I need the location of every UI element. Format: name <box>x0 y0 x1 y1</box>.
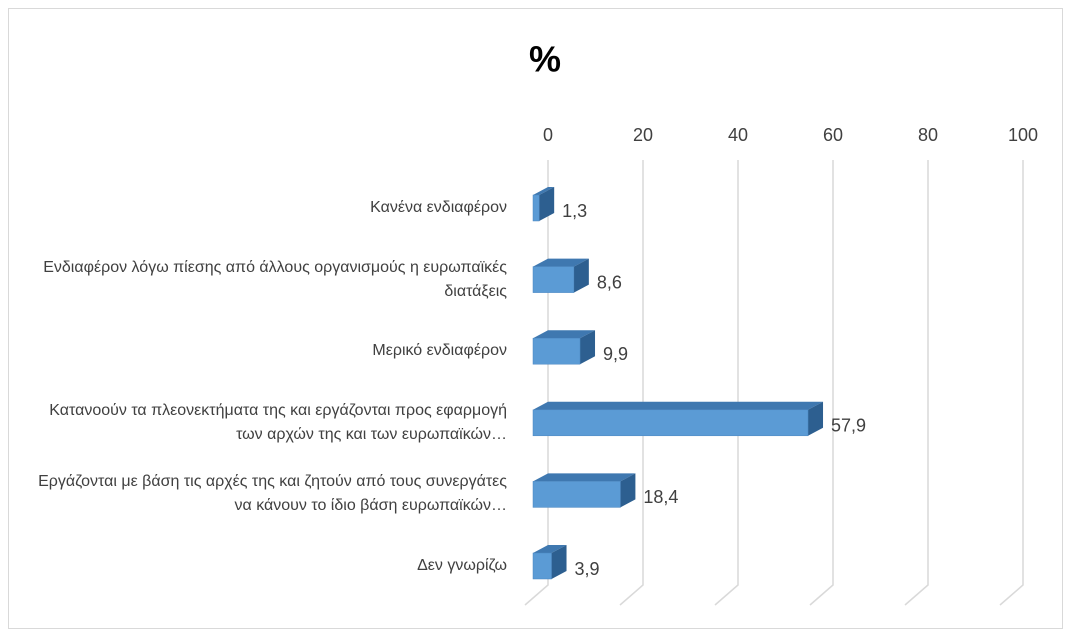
bar-top <box>533 545 567 553</box>
data-label: 3,9 <box>575 559 600 579</box>
bar-top <box>533 473 636 482</box>
grid-line <box>714 160 739 606</box>
bar <box>532 481 621 508</box>
data-label: 57,9 <box>831 416 866 436</box>
bar-top <box>533 187 555 195</box>
x-tick-label: 80 <box>918 125 938 145</box>
data-label: 9,9 <box>603 344 628 364</box>
x-tick-label: 20 <box>633 125 653 145</box>
bar-side <box>808 401 824 436</box>
bar <box>532 337 581 365</box>
y-tick-label: Κανένα ενδιαφέρον <box>370 199 507 216</box>
bar-top <box>533 330 596 339</box>
bar <box>532 552 552 580</box>
bar-top <box>533 258 589 267</box>
bar <box>532 266 575 293</box>
bar-side <box>539 187 555 221</box>
y-tick-label: Δεν γνωρίζω <box>417 557 507 574</box>
grid-line <box>809 160 834 606</box>
x-tick-label: 60 <box>823 125 843 145</box>
y-tick-label: Μερικό ενδιαφέρον <box>372 342 507 360</box>
bar <box>532 194 540 222</box>
chart-border <box>8 8 1063 629</box>
grid-line <box>904 160 929 606</box>
grid-line <box>524 160 549 606</box>
y-tick-label: Κατανοούν τα πλεονεκτήματα της και εργάζ… <box>49 401 507 443</box>
data-label: 18,4 <box>643 487 678 507</box>
grid-line <box>619 160 644 606</box>
data-label: 8,6 <box>597 272 622 292</box>
bar-side <box>620 473 636 508</box>
x-tick-label: 0 <box>543 125 553 145</box>
x-tick-label: 40 <box>728 125 748 145</box>
data-label: 1,3 <box>562 201 587 221</box>
bar-side <box>580 330 596 365</box>
bar-side <box>551 545 567 579</box>
bar-side <box>573 258 589 293</box>
bar <box>532 409 809 437</box>
grid-line <box>999 160 1024 606</box>
chart-title: % <box>529 39 561 80</box>
y-tick-label: Εργάζονται με βάση τις αρχές της και ζητ… <box>38 473 507 515</box>
y-tick-label: Ενδιαφέρον λόγω πίεσης από άλλους οργανι… <box>43 258 507 300</box>
bar-top <box>533 401 824 410</box>
x-tick-label: 100 <box>1008 125 1038 145</box>
